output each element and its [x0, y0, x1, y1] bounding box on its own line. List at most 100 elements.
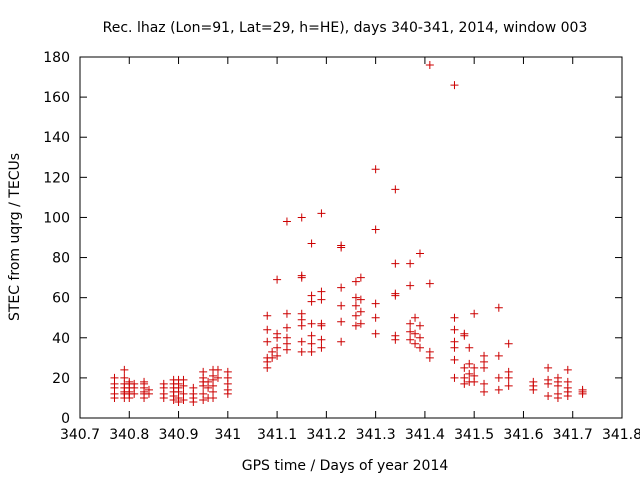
- data-point: [465, 369, 474, 378]
- data-point: [356, 307, 365, 316]
- data-point: [494, 385, 503, 394]
- data-point: [504, 381, 513, 390]
- y-tick-label: 100: [43, 210, 70, 226]
- data-point: [268, 347, 277, 356]
- data-point: [450, 373, 459, 382]
- y-tick-label: 160: [43, 90, 70, 106]
- data-point: [504, 339, 513, 348]
- data-point: [337, 337, 346, 346]
- data-point: [317, 209, 326, 218]
- data-point: [425, 347, 434, 356]
- data-point: [282, 323, 291, 332]
- data-point: [391, 185, 400, 194]
- data-point: [307, 331, 316, 340]
- x-axis-label: GPS time / Days of year 2014: [242, 458, 449, 474]
- data-point: [371, 313, 380, 322]
- data-point: [450, 337, 459, 346]
- y-tick-label: 40: [52, 331, 70, 347]
- data-point: [317, 319, 326, 328]
- data-point: [307, 291, 316, 300]
- data-point: [480, 379, 489, 388]
- data-point: [460, 329, 469, 338]
- data-point: [544, 375, 553, 384]
- data-point: [544, 363, 553, 372]
- data-point: [470, 309, 479, 318]
- plot-frame: [79, 56, 623, 419]
- data-point: [494, 351, 503, 360]
- y-tick-label: 140: [43, 130, 70, 146]
- data-point: [553, 373, 562, 382]
- data-point: [297, 337, 306, 346]
- data-point: [317, 295, 326, 304]
- data-point: [480, 387, 489, 396]
- data-point: [411, 313, 420, 322]
- data-point: [351, 321, 360, 330]
- data-point: [337, 241, 346, 250]
- data-point: [553, 389, 562, 398]
- data-point: [406, 335, 415, 344]
- data-point: [273, 275, 282, 284]
- data-point: [356, 319, 365, 328]
- data-point: [282, 217, 291, 226]
- data-point: [356, 295, 365, 304]
- data-point: [263, 325, 272, 334]
- data-point: [371, 165, 380, 174]
- data-point: [337, 301, 346, 310]
- data-point: [120, 373, 129, 382]
- data-point: [130, 379, 139, 388]
- data-point: [223, 367, 232, 376]
- data-point: [273, 329, 282, 338]
- data-point: [450, 313, 459, 322]
- data-point: [406, 319, 415, 328]
- data-point: [465, 359, 474, 368]
- data-point: [263, 337, 272, 346]
- y-axis-label: STEC from uqrg / TECUs: [7, 153, 23, 321]
- data-point: [406, 281, 415, 290]
- y-tick-label: 60: [52, 291, 70, 307]
- data-point: [351, 311, 360, 320]
- data-point: [307, 319, 316, 328]
- data-point: [307, 347, 316, 356]
- data-point: [144, 385, 153, 394]
- data-point: [371, 299, 380, 308]
- data-point: [351, 293, 360, 302]
- data-point: [273, 343, 282, 352]
- data-point: [159, 379, 168, 388]
- data-point: [450, 325, 459, 334]
- y-tick-label: 80: [52, 251, 70, 267]
- data-point: [391, 331, 400, 340]
- data-point: [415, 333, 424, 342]
- y-tick-label: 20: [52, 371, 70, 387]
- data-point: [337, 317, 346, 326]
- data-point: [450, 355, 459, 364]
- data-point: [199, 389, 208, 398]
- data-point: [263, 311, 272, 320]
- x-tick-label: 341.4: [405, 427, 445, 443]
- data-point: [563, 377, 572, 386]
- chart-title: Rec. lhaz (Lon=91, Lat=29, h=HE), days 3…: [103, 20, 588, 36]
- data-point: [199, 367, 208, 376]
- data-point: [450, 81, 459, 90]
- data-point: [371, 225, 380, 234]
- x-tick-label: 340.9: [158, 427, 198, 443]
- data-point: [480, 351, 489, 360]
- data-point: [179, 389, 188, 398]
- y-tick-label: 120: [43, 170, 70, 186]
- data-point: [415, 249, 424, 258]
- x-tick-label: 341.2: [306, 427, 346, 443]
- data-point: [411, 329, 420, 338]
- data-point: [125, 377, 134, 386]
- data-point: [391, 289, 400, 298]
- data-point: [140, 377, 149, 386]
- data-point: [273, 351, 282, 360]
- data-point: [351, 277, 360, 286]
- data-point: [307, 339, 316, 348]
- data-point: [110, 373, 119, 382]
- data-point: [179, 375, 188, 384]
- data-points: [110, 61, 587, 406]
- x-tick-label: 341.8: [602, 427, 640, 443]
- data-point: [411, 339, 420, 348]
- data-point: [470, 363, 479, 372]
- data-point: [415, 321, 424, 330]
